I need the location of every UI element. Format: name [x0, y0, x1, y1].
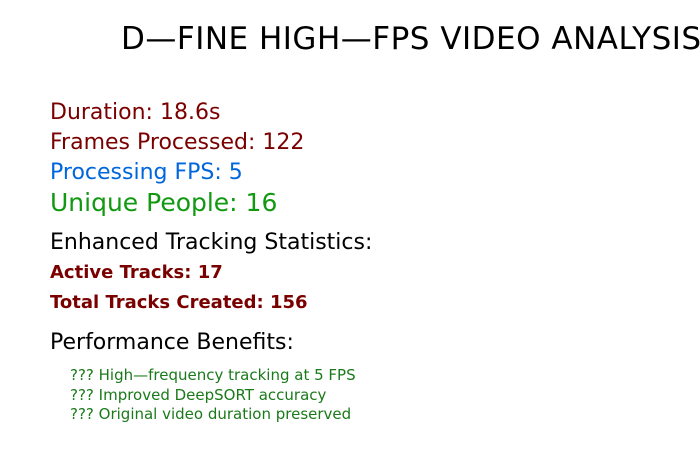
tracking-stats-heading: Enhanced Tracking Statistics:: [50, 230, 373, 255]
duration-stat: Duration: 18.6s: [50, 100, 221, 125]
active-tracks-stat: Active Tracks: 17: [50, 262, 223, 283]
benefit-item: ??? Improved DeepSORT accuracy: [70, 386, 327, 404]
unique-people-stat: Unique People: 16: [50, 188, 278, 217]
benefit-item: ??? High—frequency tracking at 5 FPS: [70, 366, 356, 384]
performance-heading: Performance Benefits:: [50, 330, 294, 355]
benefit-item: ??? Original video duration preserved: [70, 405, 352, 423]
total-tracks-stat: Total Tracks Created: 156: [50, 292, 308, 313]
frames-processed-stat: Frames Processed: 122: [50, 130, 305, 155]
processing-fps-stat: Processing FPS: 5: [50, 160, 243, 185]
page-title: D—FINE HIGH—FPS VIDEO ANALYSIS: [121, 21, 700, 57]
